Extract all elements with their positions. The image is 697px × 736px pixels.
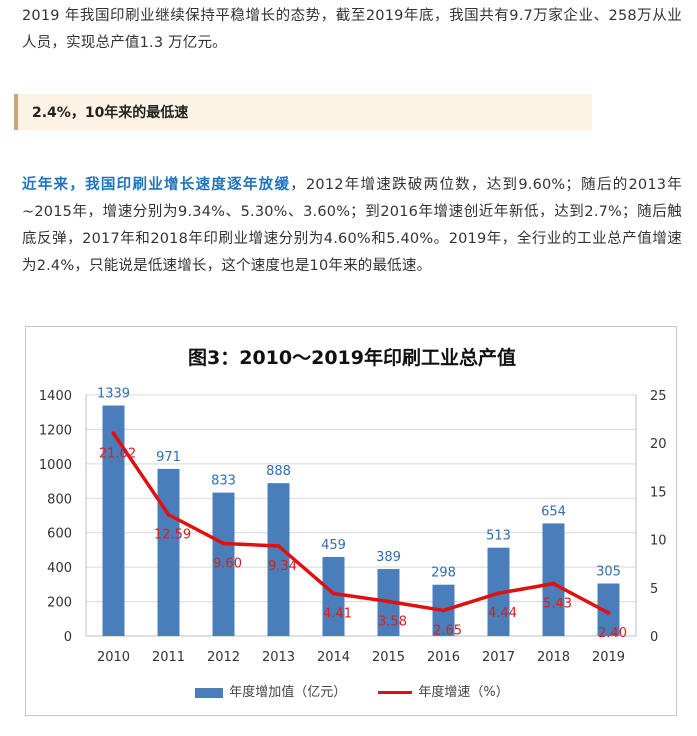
x-axis-tick: 2017 — [482, 650, 515, 665]
legend-line-swatch — [378, 691, 413, 694]
bar-value-label: 298 — [431, 566, 456, 581]
growth-value-label: 2.65 — [433, 623, 462, 638]
bar-value-label: 305 — [596, 564, 621, 579]
left-axis-tick: 1000 — [39, 458, 72, 473]
growth-value-label: 9.60 — [213, 556, 242, 571]
right-axis-tick: 5 — [650, 582, 658, 597]
body-text: ，2012年增速跌破两位数，达到9.60%；随后的2013年~2015年，增速分… — [22, 177, 682, 274]
growth-point — [441, 608, 446, 613]
section-heading: 2.4%，10年来的最低速 — [14, 94, 592, 130]
intro-paragraph: 2019 年我国印刷业继续保持平稳增长的态势，截至2019年底，我国共有9.7万… — [22, 8, 682, 51]
right-axis-tick: 15 — [650, 485, 667, 500]
right-axis-tick: 0 — [650, 630, 658, 645]
x-axis-tick: 2018 — [537, 650, 570, 665]
growth-point — [331, 591, 336, 596]
growth-value-label: 4.41 — [323, 606, 352, 621]
growth-value-label: 4.44 — [488, 606, 517, 621]
legend-item-line: 年度增速（%） — [378, 681, 509, 700]
body-paragraph: 近年来，我国印刷业增长速度逐年放缓，2012年增速跌破两位数，达到9.60%；随… — [22, 172, 682, 280]
x-axis-tick: 2013 — [262, 650, 295, 665]
x-axis-tick: 2011 — [152, 650, 185, 665]
growth-point — [551, 581, 556, 586]
bar-value-label: 459 — [321, 538, 346, 553]
chart-title: 图3：2010～2019年印刷工业总产值 — [188, 347, 516, 369]
chart-bar — [597, 583, 620, 636]
left-axis-tick: 600 — [47, 527, 72, 542]
x-axis-tick: 2010 — [97, 650, 130, 665]
left-axis-tick: 800 — [47, 492, 72, 507]
growth-value-label: 12.59 — [154, 528, 191, 543]
legend-line-label: 年度增速（%） — [418, 685, 509, 700]
chart-bar — [267, 483, 290, 636]
growth-value-label: 21.02 — [99, 446, 136, 461]
growth-value-label: 5.43 — [543, 597, 572, 612]
growth-value-label: 9.34 — [268, 559, 297, 574]
right-axis-tick: 10 — [650, 534, 667, 549]
section-title: 2.4%，10年来的最低速 — [32, 105, 189, 121]
chart-bar — [212, 492, 235, 636]
body-highlight: 近年来，我国印刷业增长速度逐年放缓 — [22, 177, 291, 193]
chart-bar — [102, 405, 125, 636]
bar-value-label: 1339 — [97, 387, 130, 402]
growth-point — [166, 512, 171, 517]
bar-value-label: 389 — [376, 550, 401, 565]
left-axis-tick: 400 — [47, 561, 72, 576]
x-axis-tick: 2012 — [207, 650, 240, 665]
right-axis-tick: 20 — [650, 437, 667, 452]
left-axis-tick: 1200 — [39, 423, 72, 438]
bar-value-label: 654 — [541, 504, 566, 519]
chart-bar — [542, 523, 565, 636]
bar-value-label: 833 — [211, 474, 236, 489]
x-axis-tick: 2019 — [592, 650, 625, 665]
right-axis-tick: 25 — [650, 389, 667, 404]
growth-point — [221, 541, 226, 546]
legend-bar-label: 年度增加值（亿元） — [229, 685, 347, 700]
x-axis-tick: 2014 — [317, 650, 350, 665]
growth-value-label: 3.58 — [378, 614, 407, 629]
left-axis-tick: 1400 — [39, 389, 72, 404]
bar-value-label: 513 — [486, 529, 511, 544]
chart-legend: 年度增加值（亿元） 年度增速（%） — [26, 681, 678, 700]
left-axis-tick: 200 — [47, 596, 72, 611]
chart-figure: 图3：2010～2019年印刷工业总产值 0 200 400 600 800 1000 12… — [25, 326, 677, 716]
growth-point — [496, 591, 501, 596]
growth-value-label: 2.40 — [598, 626, 627, 641]
chart-bar — [322, 556, 345, 636]
growth-line — [112, 432, 610, 615]
bar-value-label: 888 — [266, 464, 291, 479]
chart-bar — [157, 468, 180, 636]
bar-value-label: 971 — [156, 450, 181, 465]
growth-point — [276, 543, 281, 548]
left-axis-tick: 0 — [64, 630, 72, 645]
x-axis-tick: 2016 — [427, 650, 460, 665]
legend-bar-swatch — [195, 687, 224, 698]
x-axis-tick: 2015 — [372, 650, 405, 665]
chart-plot: 0 200 400 600 800 1000 1200 1400 0 5 10 15 20 25 1339 2… — [39, 387, 667, 665]
growth-point — [386, 599, 391, 604]
growth-point — [606, 610, 611, 615]
legend-item-bar: 年度增加值（亿元） — [195, 681, 346, 700]
growth-point — [111, 431, 116, 436]
